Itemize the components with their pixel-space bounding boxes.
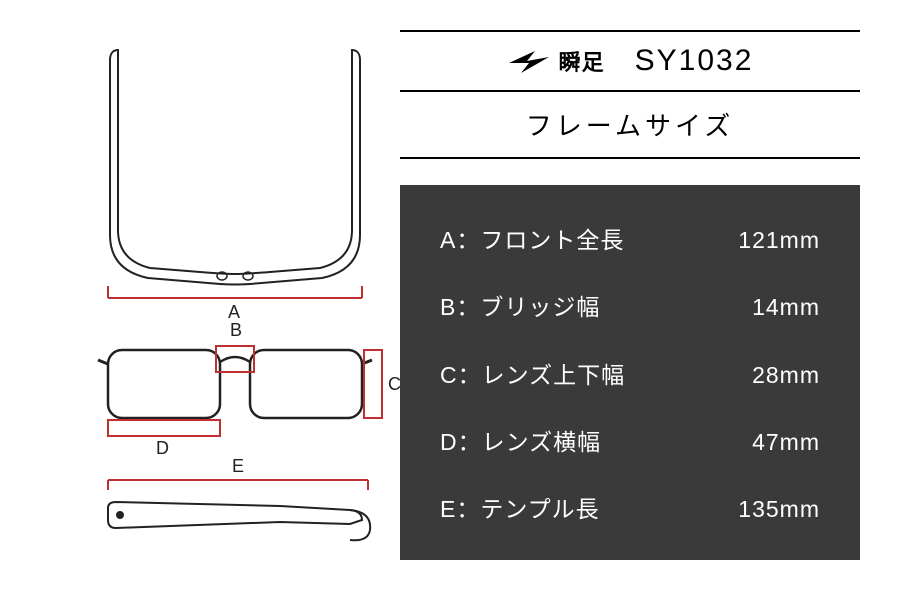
spec-value: 28mm bbox=[752, 362, 820, 389]
spec-label: B：ブリッジ幅 bbox=[440, 288, 600, 322]
dim-e-bracket bbox=[108, 480, 368, 490]
model-number: SY1032 bbox=[635, 44, 754, 78]
dim-label-d: D bbox=[156, 438, 169, 459]
brand-logo-icon bbox=[507, 47, 551, 75]
spec-label: D：レンズ横幅 bbox=[440, 423, 601, 457]
spec-row-a: A：フロント全長 121mm bbox=[440, 221, 820, 255]
diagram-panel: A B C D E bbox=[0, 0, 400, 600]
eyeglass-diagram: A B C D E bbox=[50, 30, 360, 570]
info-panel: 瞬足 SY1032 フレームサイズ A：フロント全長 121mm B：ブリッジ幅… bbox=[400, 0, 900, 600]
spec-label: C：レンズ上下幅 bbox=[440, 356, 625, 390]
spec-label: A：フロント全長 bbox=[440, 221, 624, 255]
brand-name: 瞬足 bbox=[559, 45, 605, 77]
spec-value: 14mm bbox=[752, 294, 820, 321]
spec-row-e: E：テンプル長 135mm bbox=[440, 490, 820, 524]
dim-a-bracket bbox=[108, 286, 362, 298]
spec-row-d: D：レンズ横幅 47mm bbox=[440, 423, 820, 457]
spec-label: E：テンプル長 bbox=[440, 490, 600, 524]
subtitle: フレームサイズ bbox=[400, 92, 860, 159]
spec-row-c: C：レンズ上下幅 28mm bbox=[440, 356, 820, 390]
dim-label-c: C bbox=[388, 374, 401, 395]
spec-value: 121mm bbox=[738, 227, 820, 254]
header-row: 瞬足 SY1032 bbox=[400, 30, 860, 92]
spec-row-b: B：ブリッジ幅 14mm bbox=[440, 288, 820, 322]
spec-value: 47mm bbox=[752, 429, 820, 456]
temple-view bbox=[108, 502, 370, 540]
spec-table: A：フロント全長 121mm B：ブリッジ幅 14mm C：レンズ上下幅 28m… bbox=[400, 185, 860, 560]
front-view bbox=[98, 350, 372, 418]
brand: 瞬足 bbox=[507, 45, 605, 77]
dim-label-e: E bbox=[232, 456, 244, 477]
dim-label-b: B bbox=[230, 320, 242, 341]
top-view bbox=[110, 50, 360, 285]
spec-value: 135mm bbox=[738, 496, 820, 523]
